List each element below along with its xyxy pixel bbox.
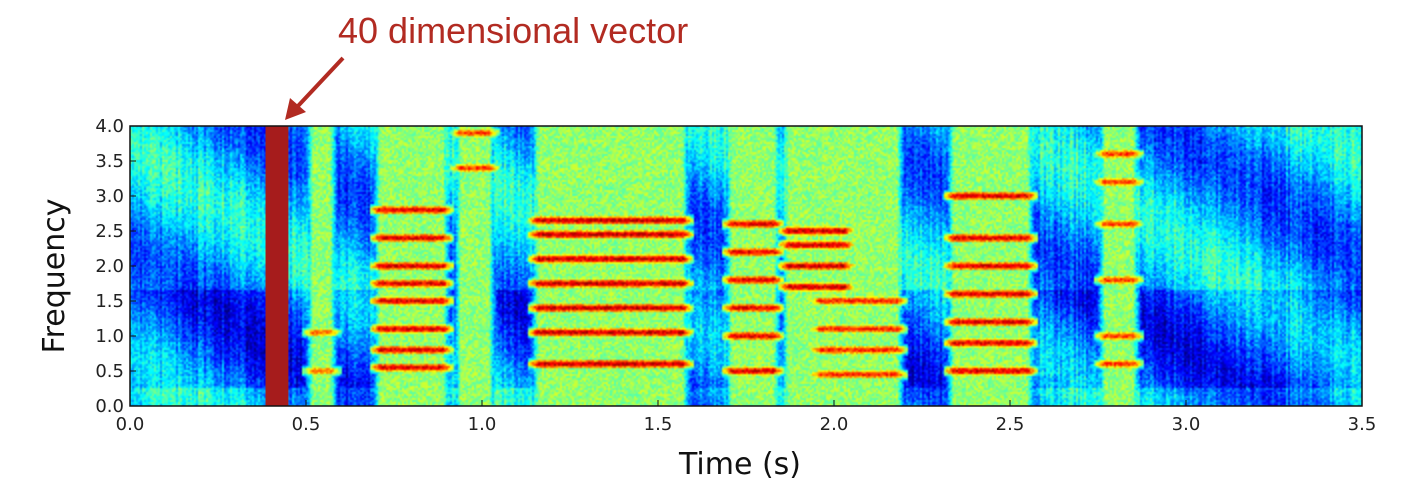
y-tick-label: 3.5 (95, 151, 124, 172)
x-tick-label: 1.5 (644, 414, 673, 435)
x-tick-label: 2.0 (820, 414, 849, 435)
y-tick-label: 2.5 (95, 221, 124, 242)
x-tick-label: 0.0 (116, 414, 145, 435)
plot-border (129, 125, 1363, 407)
spectrogram-heatmap (130, 126, 1362, 406)
annotation-arrow-shaft (296, 56, 345, 108)
y-tick-label: 1.0 (95, 326, 124, 347)
y-tick-label: 4.0 (95, 116, 124, 137)
x-tick-label: 3.0 (1172, 414, 1201, 435)
highlighted-frame-bar (265, 126, 289, 406)
y-tick-label: 1.5 (95, 291, 124, 312)
annotation-arrow-head (285, 98, 306, 120)
y-tick-label: 0.0 (95, 396, 124, 417)
y-tick-label: 3.0 (95, 186, 124, 207)
x-axis-title: Time (s) (678, 447, 801, 482)
x-tick-label: 2.5 (996, 414, 1025, 435)
x-tick-label: 1.0 (468, 414, 497, 435)
y-tick-label: 0.5 (95, 361, 124, 382)
x-tick-label: 0.5 (292, 414, 321, 435)
x-tick-label: 3.5 (1348, 414, 1377, 435)
y-tick-label: 2.0 (95, 256, 124, 277)
annotation-label: 40 dimensional vector (338, 10, 689, 51)
y-axis-title: Frequency (37, 199, 72, 354)
